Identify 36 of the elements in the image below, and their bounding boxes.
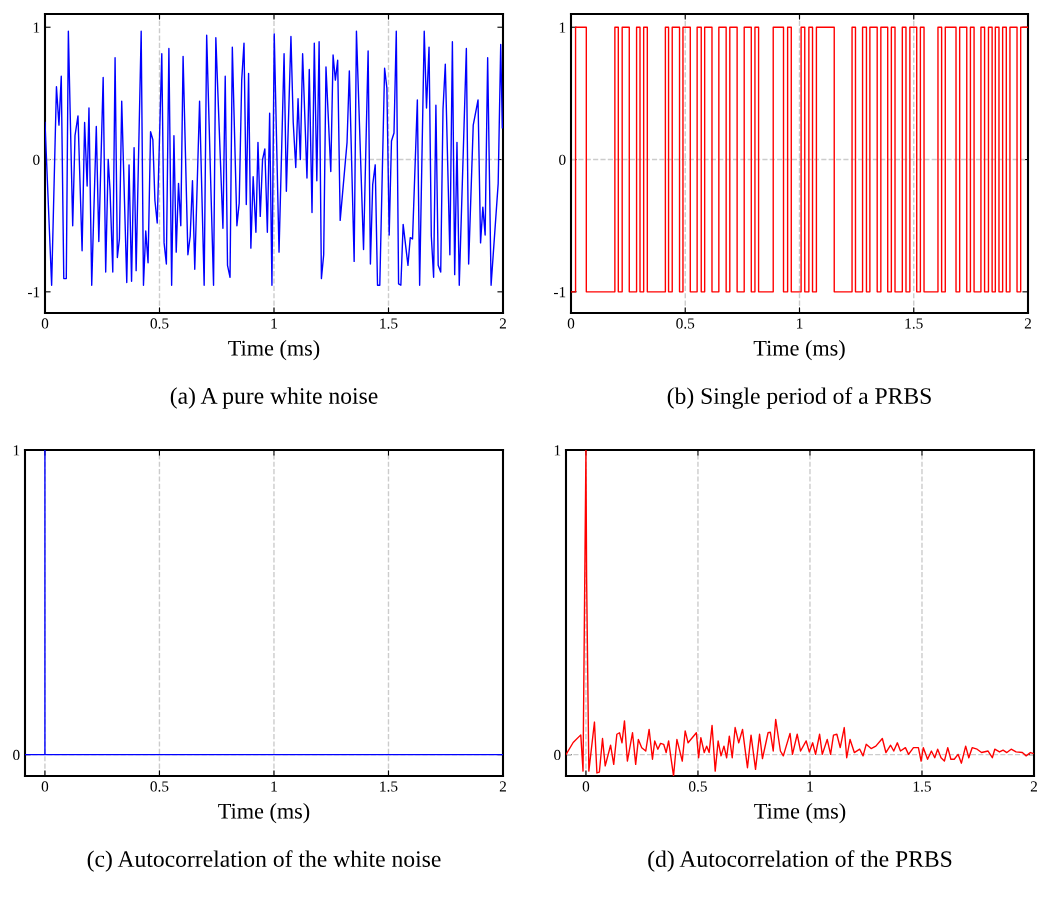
x-tick-label: 1.5 bbox=[905, 318, 923, 329]
x-tick-label: 0.5 bbox=[150, 781, 169, 792]
x-tick-label: 1.5 bbox=[913, 781, 931, 792]
y-tick-label: 1 bbox=[33, 22, 40, 33]
text: (c) Autocorrelation of the white noise bbox=[87, 850, 441, 872]
x-axis-title: Time (ms) bbox=[754, 803, 846, 824]
x-tick-label: 0 bbox=[41, 318, 49, 329]
x-tick-label: 1 bbox=[807, 781, 813, 792]
x-tick-label: 0.5 bbox=[688, 781, 707, 792]
x-tick-label: 2 bbox=[1030, 781, 1037, 792]
x-tick-label: 0 bbox=[582, 781, 590, 792]
x-tick-label: 1 bbox=[797, 318, 803, 329]
text: (b) Single period of a PRBS bbox=[667, 387, 931, 409]
x-tick-label: 2 bbox=[499, 318, 506, 329]
y-tick-label: -1 bbox=[553, 287, 566, 298]
y-tick-label: 1 bbox=[559, 22, 566, 33]
x-axis-title: Time (ms) bbox=[228, 340, 320, 361]
x-tick-label: 1 bbox=[271, 318, 277, 329]
x-tick-label: 2 bbox=[499, 781, 506, 792]
x-tick-label: 1.5 bbox=[380, 318, 398, 329]
x-tick-label: 2 bbox=[1024, 318, 1031, 329]
y-tick-label: -1 bbox=[27, 287, 40, 298]
x-tick-label: 0.5 bbox=[676, 318, 695, 329]
x-axis-title: Time (ms) bbox=[753, 340, 845, 361]
text: (a) A pure white noise bbox=[170, 387, 378, 409]
x-tick-label: 1.5 bbox=[380, 781, 398, 792]
x-tick-label: 0.5 bbox=[150, 318, 169, 329]
y-tick-label: 0 bbox=[33, 154, 40, 165]
y-tick-label: 0 bbox=[554, 749, 561, 761]
x-axis-title: Time (ms) bbox=[218, 803, 310, 824]
y-tick-label: 0 bbox=[559, 154, 566, 165]
y-tick-label: 1 bbox=[554, 445, 561, 456]
text: (d) Autocorrelation of the PRBS bbox=[648, 850, 952, 872]
x-tick-label: 0 bbox=[567, 318, 575, 329]
x-tick-label: 1 bbox=[271, 781, 277, 792]
x-tick-label: 0 bbox=[41, 781, 49, 792]
